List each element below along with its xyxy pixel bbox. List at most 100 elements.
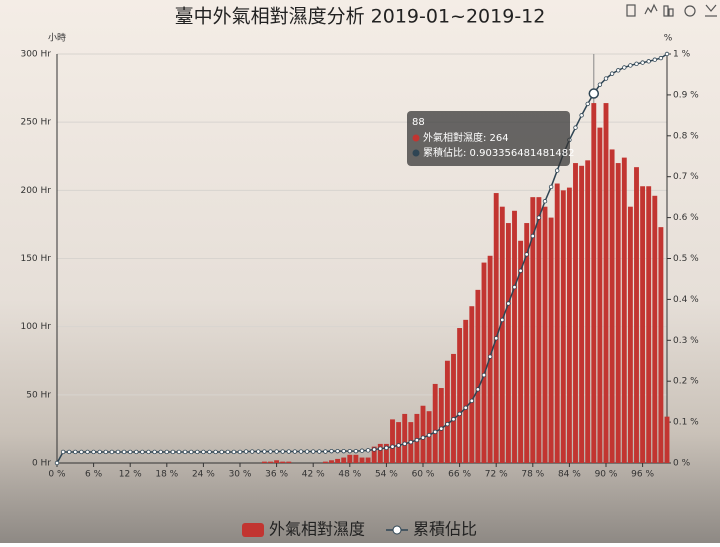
line-point	[280, 449, 285, 454]
line-point	[79, 449, 84, 455]
tooltip-box	[407, 111, 570, 166]
line-point	[140, 449, 145, 455]
line-point	[481, 372, 487, 378]
line-point	[634, 61, 639, 67]
bar	[280, 461, 286, 463]
tooltip-line: 外氣相對濕度: 264	[423, 131, 509, 144]
bar	[566, 187, 572, 463]
line-point	[597, 82, 603, 87]
bar	[621, 157, 627, 463]
line-point	[292, 449, 298, 454]
y-tick-label: 50 Hr	[26, 390, 51, 400]
tool-restore[interactable]	[684, 5, 696, 17]
x-tick-label: 0 %	[48, 470, 66, 480]
toolbox[interactable]	[626, 3, 717, 17]
x-tick-label: 18 %	[155, 470, 178, 480]
bar	[579, 165, 585, 463]
line-point	[304, 449, 310, 454]
y-tick-label: 250 Hr	[20, 118, 51, 128]
line-point	[256, 449, 261, 454]
line-point	[463, 405, 468, 410]
y2-tick-label: 0.5 %	[673, 254, 699, 264]
bar	[634, 167, 639, 463]
line-point	[201, 449, 206, 455]
bar	[560, 190, 566, 464]
tool-save[interactable]	[705, 4, 717, 12]
bar	[530, 197, 536, 463]
x-tick-label: 78 %	[521, 470, 544, 480]
bar	[512, 210, 517, 463]
y2-axis-name: %	[664, 34, 673, 44]
line-point	[353, 448, 359, 454]
bar	[396, 422, 402, 463]
bar	[286, 461, 292, 463]
x-tick-label: 36 %	[265, 470, 288, 480]
x-tick-label: 48 %	[338, 470, 361, 480]
line-point	[500, 317, 505, 323]
bar	[451, 353, 456, 463]
bar	[627, 206, 633, 463]
line-point	[652, 57, 657, 62]
bar	[383, 443, 389, 463]
line-point	[323, 449, 328, 454]
line-point	[457, 411, 462, 417]
line-point	[469, 398, 474, 404]
line-point	[158, 449, 163, 455]
bar	[481, 262, 487, 463]
line-point	[182, 449, 188, 455]
tooltip-title: 88	[412, 117, 425, 128]
line-point	[518, 268, 523, 273]
bar	[475, 289, 481, 463]
line-point	[298, 449, 304, 454]
bar	[390, 419, 395, 463]
line-point	[134, 449, 139, 455]
line-point	[628, 63, 633, 68]
bar	[359, 457, 365, 463]
x-tick-label: 90 %	[595, 470, 618, 480]
x-tick-label: 24 %	[192, 470, 215, 480]
line-point	[249, 449, 255, 454]
bar	[658, 227, 664, 463]
line-point	[658, 55, 664, 61]
bar	[463, 319, 469, 463]
line-point	[176, 449, 182, 455]
bar	[609, 149, 615, 463]
bar	[597, 127, 603, 464]
x-tick-label: 96 %	[631, 470, 654, 480]
line-point	[542, 199, 548, 204]
x-tick-label: 72 %	[485, 470, 508, 480]
line-point	[237, 449, 243, 455]
line-point	[530, 233, 535, 239]
line-point	[347, 448, 352, 454]
line-point	[170, 449, 176, 455]
line-point	[506, 301, 511, 306]
y-tick-label: 300 Hr	[20, 50, 51, 60]
line-point	[439, 426, 444, 431]
y-axis-name: 小時	[48, 33, 66, 44]
bar	[505, 223, 511, 463]
line-point	[622, 65, 627, 70]
bar	[518, 240, 524, 463]
line-point	[640, 60, 645, 65]
line-point	[311, 449, 316, 454]
line-point	[115, 449, 121, 455]
bar	[347, 454, 353, 463]
y2-tick-label: 0.2 %	[673, 377, 699, 387]
bar	[548, 217, 554, 463]
line-point	[402, 441, 407, 446]
tool-bar-2[interactable]	[668, 8, 674, 17]
line-point	[573, 125, 578, 130]
tool-data-view[interactable]	[626, 4, 636, 17]
line-point	[127, 449, 133, 455]
legend-label: 外氣相對濕度	[269, 520, 365, 539]
bar	[524, 223, 530, 463]
tool-line[interactable]	[644, 3, 658, 15]
tooltip-marker	[412, 134, 420, 142]
tool-bar[interactable]	[663, 5, 669, 17]
y2-tick-label: 0.9 %	[673, 90, 699, 100]
line-point	[408, 439, 413, 445]
x-tick-label: 12 %	[119, 470, 142, 480]
line-point	[85, 449, 90, 455]
bar	[402, 413, 408, 463]
